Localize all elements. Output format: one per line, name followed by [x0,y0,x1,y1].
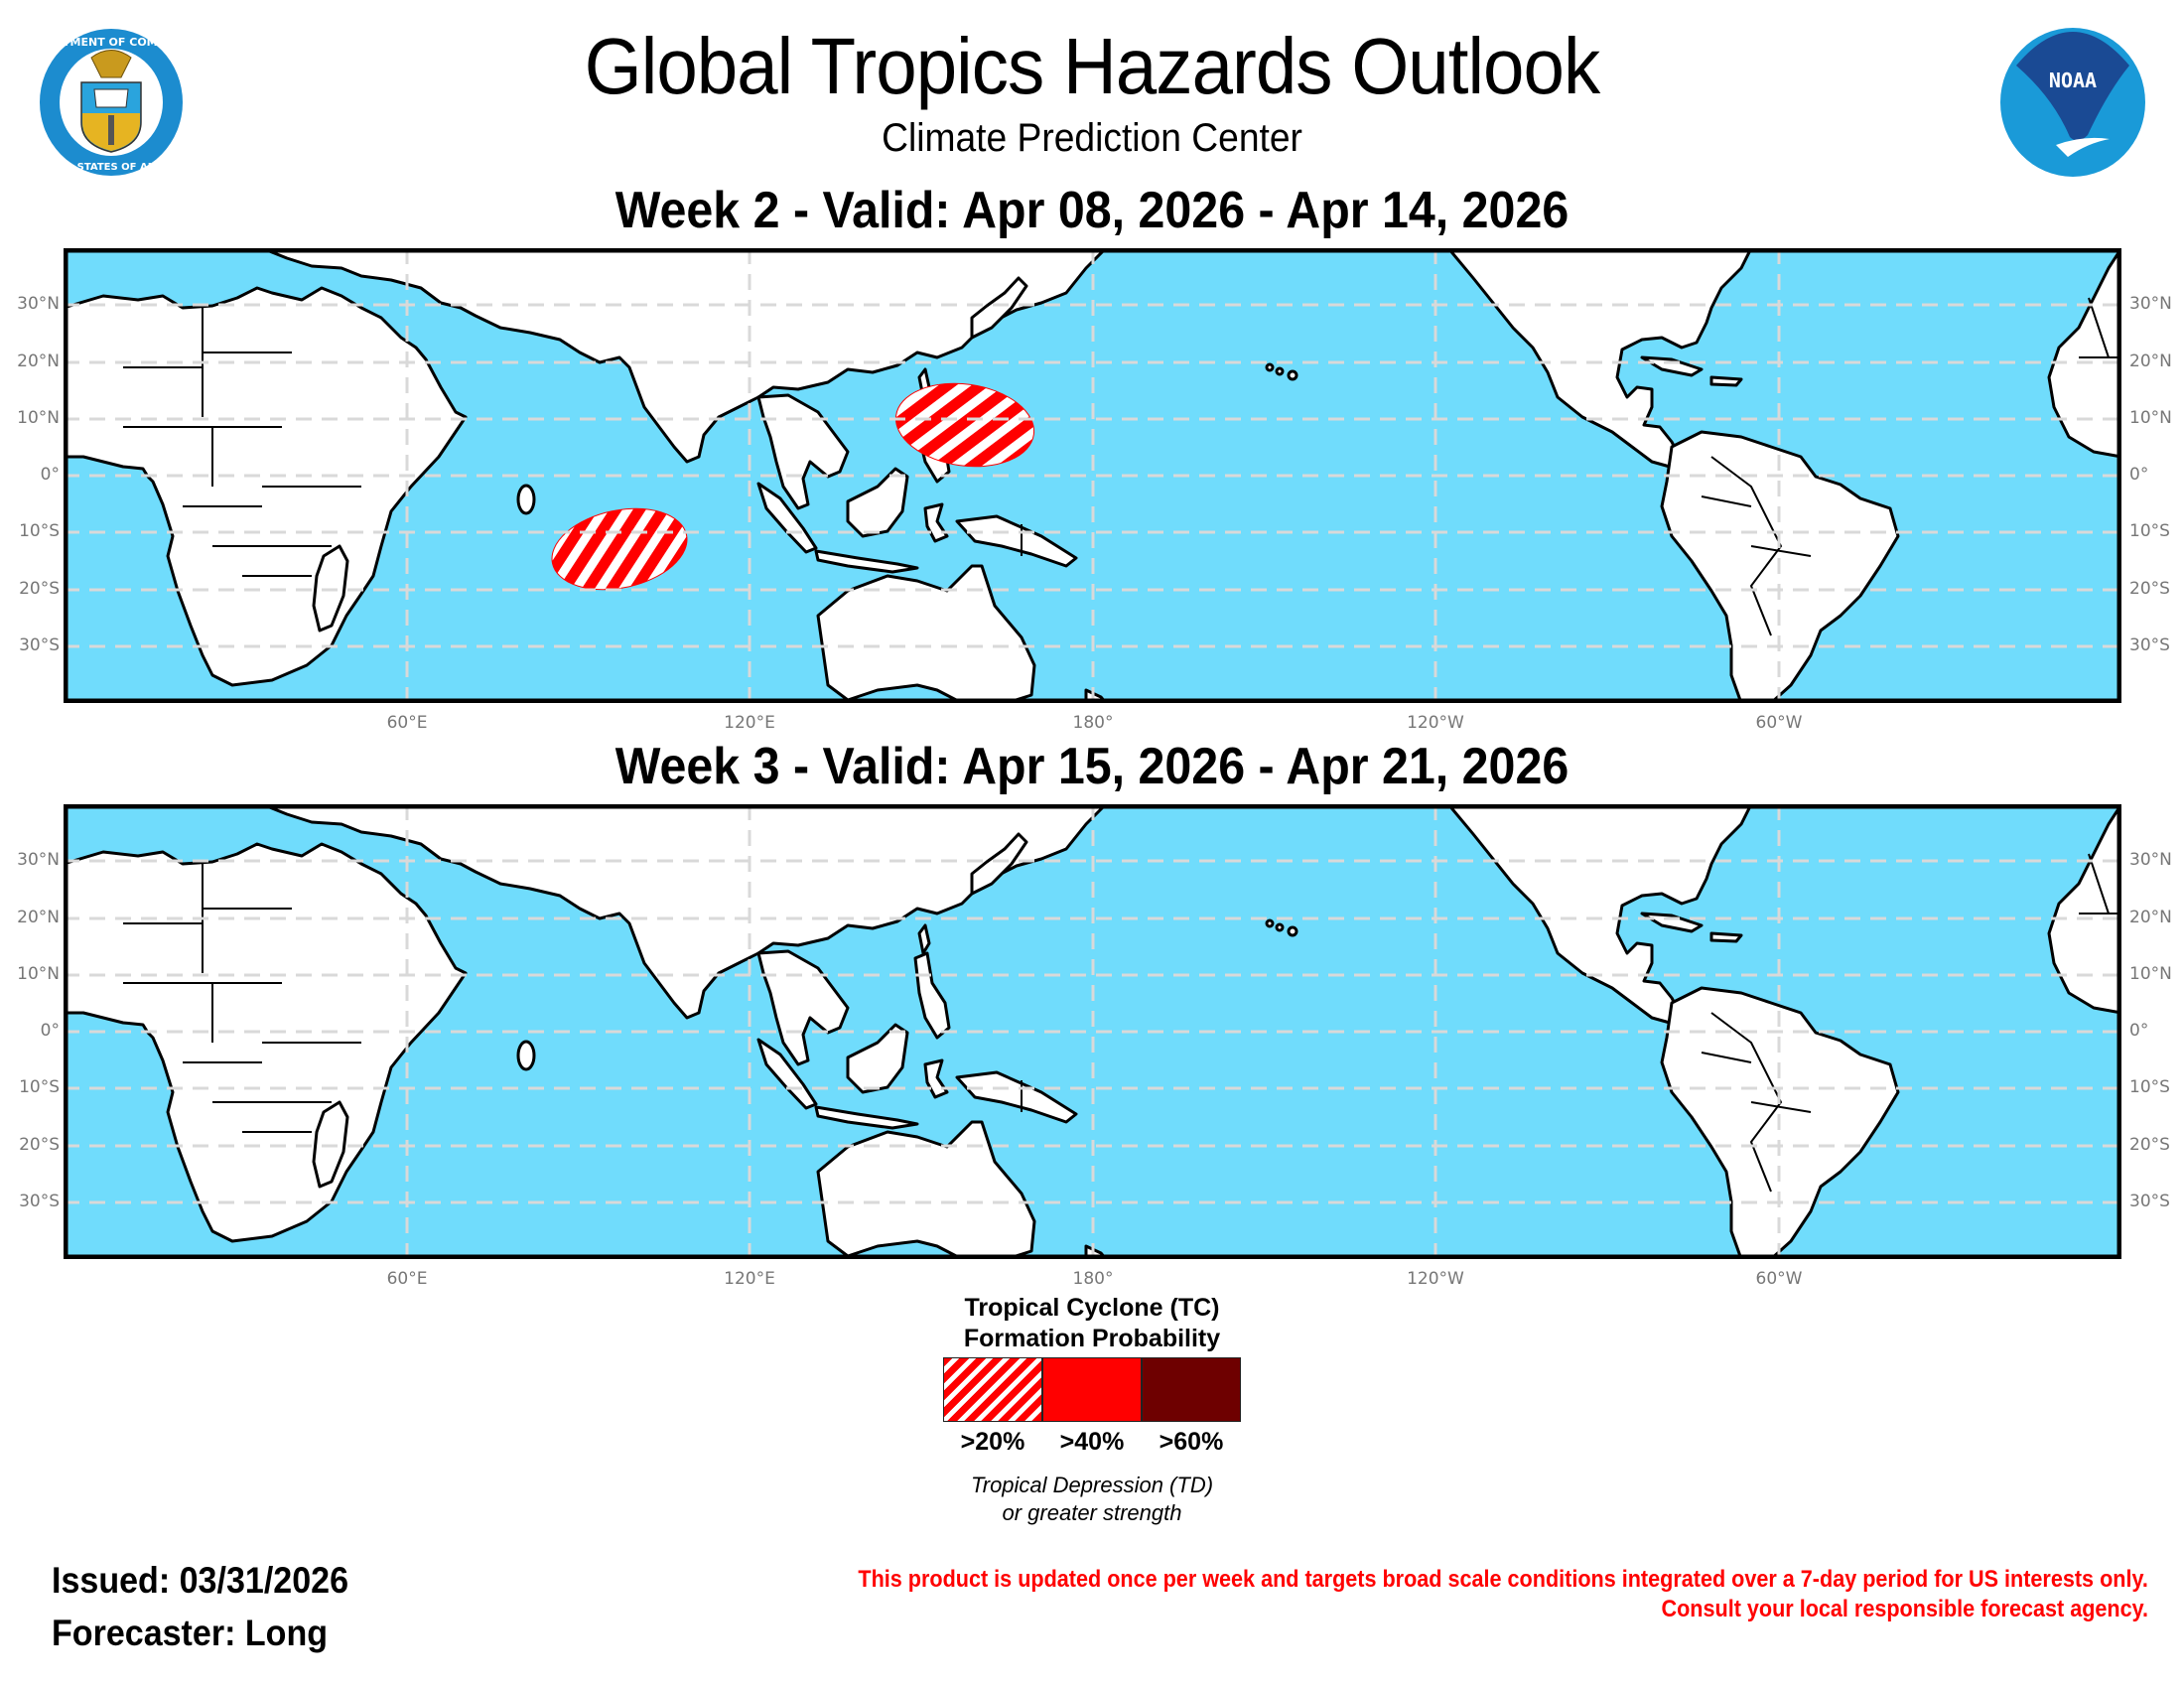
lat-label: 10°S [19,521,60,541]
lat-label: 30°N [2129,850,2172,870]
lon-label: 180° [1072,713,1114,733]
week2-map[interactable] [64,248,2121,703]
legend-label-20: >20% [960,1428,1025,1456]
lat-label: 30°N [17,850,60,870]
lon-label: 120°E [724,713,775,733]
week3-title: Week 3 - Valid: Apr 15, 2026 - Apr 21, 2… [614,738,1570,795]
lon-label: 60°E [386,1269,428,1289]
lon-label: 120°E [724,1269,775,1289]
issued-date: Issued: 03/31/2026 [52,1560,348,1601]
legend-note-line2: or greater strength [1002,1500,1182,1525]
week2-title: Week 2 - Valid: Apr 08, 2026 - Apr 14, 2… [614,182,1570,239]
lat-label: 10°S [19,1077,60,1097]
forecaster-name: Forecaster: Long [52,1613,329,1653]
lat-label: 0° [2129,465,2149,485]
svg-text:DEPARTMENT OF COMMERCE: DEPARTMENT OF COMMERCE [37,36,186,49]
svg-text:UNITED STATES OF AMERICA: UNITED STATES OF AMERICA [37,162,186,173]
page-subtitle: Climate Prediction Center [882,116,1302,160]
lat-label: 30°S [2129,1192,2170,1211]
lat-label: 10°S [2129,521,2170,541]
lat-label: 30°S [19,1192,60,1211]
lat-label: 30°S [19,635,60,655]
legend-swatch-40 [1042,1357,1142,1422]
department-of-commerce-seal: DEPARTMENT OF COMMERCE UNITED STATES OF … [23,28,200,177]
lon-label: 120°W [1407,713,1464,733]
lat-label: 0° [40,1021,60,1041]
lat-label: 20°N [2129,352,2172,371]
lat-label: 20°N [17,908,60,927]
lat-label: 10°N [2129,964,2172,984]
lat-label: 10°S [2129,1077,2170,1097]
legend-note-line1: Tropical Depression (TD) [970,1473,1214,1497]
week3-map[interactable] [64,804,2121,1259]
lat-label: 20°S [2129,1135,2170,1155]
lat-label: 0° [2129,1021,2149,1041]
legend-title-line2: Formation Probability [963,1325,1221,1352]
noaa-logo: NOAA [1998,28,2147,177]
lat-label: 10°N [2129,408,2172,428]
lon-label: 60°W [1755,1269,1803,1289]
lat-label: 10°N [17,964,60,984]
disclaimer-line2: Consult your local responsible forecast … [1661,1596,2148,1622]
svg-text:NOAA: NOAA [2049,69,2097,92]
lat-label: 20°N [2129,908,2172,927]
legend-label-40: >40% [1059,1428,1125,1456]
lat-label: 30°S [2129,635,2170,655]
legend-swatch-20 [943,1357,1042,1422]
hazard-area-west-pacific [894,382,1035,468]
lon-label: 60°E [386,713,428,733]
lat-label: 20°S [2129,579,2170,599]
lat-label: 20°S [19,579,60,599]
lat-label: 0° [40,465,60,485]
disclaimer-line1: This product is updated once per week an… [858,1566,2148,1593]
lon-label: 120°W [1407,1269,1464,1289]
lat-label: 20°S [19,1135,60,1155]
lat-label: 30°N [2129,294,2172,314]
lat-label: 30°N [17,294,60,314]
lon-label: 180° [1072,1269,1114,1289]
lat-label: 20°N [17,352,60,371]
legend-label-60: >60% [1159,1428,1224,1456]
hazard-area-indian-ocean [551,507,688,591]
lat-label: 10°N [17,408,60,428]
page-title: Global Tropics Hazards Outlook [584,22,1600,110]
legend-swatch-60 [1142,1357,1241,1422]
legend-title-line1: Tropical Cyclone (TC) [964,1294,1220,1322]
lon-label: 60°W [1755,713,1803,733]
